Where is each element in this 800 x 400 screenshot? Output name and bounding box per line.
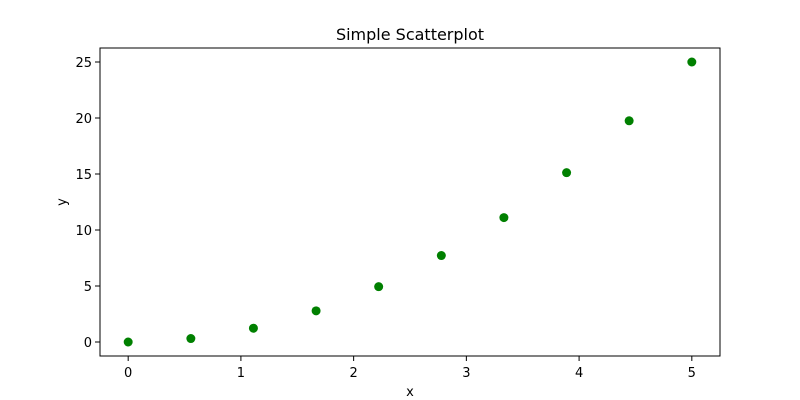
x-tick-label: 3 bbox=[462, 366, 470, 381]
data-point bbox=[311, 306, 321, 316]
data-point bbox=[123, 337, 133, 347]
data-points bbox=[123, 57, 697, 347]
y-tick-label: 10 bbox=[75, 224, 92, 239]
y-tick-label: 25 bbox=[75, 56, 92, 71]
axes-frame bbox=[99, 47, 721, 357]
x-tick-label: 1 bbox=[237, 366, 245, 381]
x-tick-label: 2 bbox=[349, 366, 357, 381]
y-tick-label: 5 bbox=[84, 280, 92, 295]
y-tick-label: 20 bbox=[75, 112, 92, 127]
x-tick-label: 4 bbox=[575, 366, 583, 381]
chart-title: Simple Scatterplot bbox=[336, 25, 484, 44]
data-point bbox=[562, 168, 572, 178]
y-tick-label: 15 bbox=[75, 168, 92, 183]
x-tick-label: 5 bbox=[688, 366, 696, 381]
data-point bbox=[374, 282, 384, 292]
data-point bbox=[186, 334, 196, 344]
y-tick-label: 0 bbox=[84, 336, 92, 351]
y-axis-title: y bbox=[55, 198, 70, 206]
y-axis: 0 5 10 15 20 25 bbox=[75, 56, 100, 351]
x-axis-title: x bbox=[406, 385, 414, 400]
data-point bbox=[624, 116, 634, 126]
data-point bbox=[687, 57, 697, 67]
data-point bbox=[248, 323, 258, 333]
x-axis: 0 1 2 3 4 5 bbox=[124, 356, 696, 381]
data-point bbox=[436, 251, 446, 261]
data-point bbox=[499, 213, 509, 223]
x-tick-label: 0 bbox=[124, 366, 132, 381]
